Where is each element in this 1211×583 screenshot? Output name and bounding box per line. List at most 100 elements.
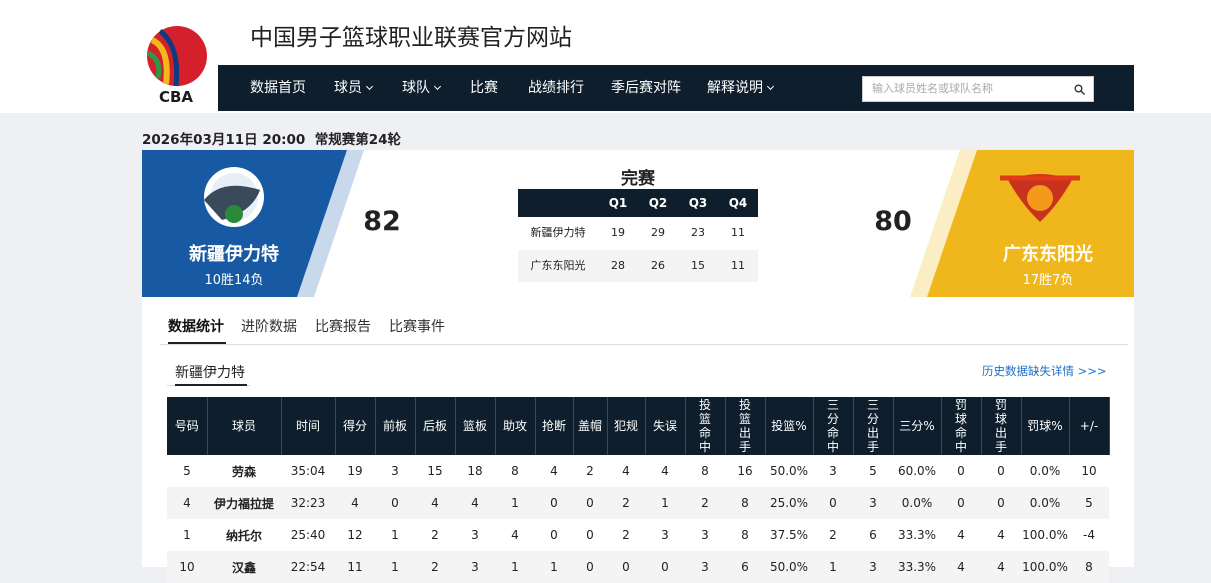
tab[interactable]: 进阶数据 [241, 319, 297, 335]
stat-cell: 0.0% [1021, 487, 1069, 519]
sub-tab[interactable]: 新疆伊力特 [175, 365, 245, 381]
stat-cell: 0 [957, 464, 965, 478]
column-header: 得分 [335, 397, 376, 455]
stat-cell: 8 [701, 464, 709, 478]
stat-cell: 3 [853, 487, 893, 519]
history-link[interactable]: 历史数据缺失详情 >>> [982, 364, 1107, 378]
nav-item[interactable]: 数据首页 [250, 65, 306, 111]
nav-item[interactable]: 球队 [402, 65, 442, 111]
stat-cell: 4 [550, 464, 558, 478]
column-header: 篮板 [455, 397, 496, 455]
stat-cell: 0 [573, 487, 607, 519]
stat-cell: 1 [645, 487, 685, 519]
stat-cell: 4 [511, 528, 519, 542]
stat-cell: 4 [997, 528, 1005, 542]
tab[interactable]: 比赛报告 [315, 319, 371, 335]
stat-cell: 8 [1069, 551, 1109, 583]
column-header: 三分% [893, 397, 942, 455]
dropdown-icon [433, 82, 442, 91]
column-header: 投篮% [765, 397, 814, 455]
round: 常规赛第24轮 [314, 132, 402, 148]
column-label: 篮板 [462, 419, 487, 433]
logo-text: CBA [159, 88, 193, 106]
stat-cell: 2 [586, 464, 594, 478]
column-header: 后板 [415, 397, 456, 455]
stat-cell: 11 [335, 551, 375, 583]
search-icon[interactable] [1074, 84, 1085, 95]
tab[interactable]: 比赛事件 [389, 319, 445, 335]
stat-cell: 0 [997, 464, 1005, 478]
stat-cell: 1 [495, 551, 535, 583]
nav-item[interactable]: 战绩排行 [528, 65, 584, 111]
tab[interactable]: 数据统计 [168, 319, 224, 335]
column-label: 后板 [422, 419, 447, 433]
search-placeholder: 输入球员姓名或球队名称 [872, 82, 993, 95]
stat-cell: 0 [941, 487, 981, 519]
date-time: 2026年03月11日 20:00 [142, 132, 306, 148]
panel-bg [142, 150, 1134, 297]
quarter-team: 新疆伊力特 [530, 226, 586, 239]
stat-cell: 3 [455, 551, 495, 583]
stat-cell: 50.0% [769, 464, 809, 478]
stat-cell: 0 [607, 551, 645, 583]
quarter-score: 11 [731, 259, 745, 272]
quarter-team: 广东东阳光 [530, 259, 586, 272]
stat-cell: 2 [685, 487, 725, 519]
column-header: 助攻 [495, 397, 536, 455]
quarter-header: Q3 [688, 196, 708, 210]
active-tab-underline [168, 342, 226, 344]
stat-cell: 0.0% [893, 487, 941, 519]
column-label: 失误 [652, 419, 677, 433]
column-label: 前板 [382, 419, 407, 433]
stat-cell: 0 [981, 487, 1021, 519]
nav-label: 球队 [402, 80, 430, 96]
column-label: 号码 [174, 419, 199, 433]
search-input[interactable]: 输入球员姓名或球队名称 [862, 76, 1094, 102]
table-body: 5 劳森 35:04 19 3 15 18 8 4 2 4 4 8 16 50.0% 3 5 60.0% 0 0 0.0… [167, 455, 1109, 583]
stat-cell: 2 [431, 528, 439, 542]
home-logo [204, 167, 264, 227]
stat-cell: 0 [813, 487, 853, 519]
site-title: 中国男子篮球职业联赛官方网站 [250, 25, 572, 51]
header-row: 号码 球员 时间 得分 前板 后板 篮板 助攻 抢断 盖帽 犯规 失误 投篮命中 投篮出手 投篮% 三分命中 三… [167, 397, 1110, 455]
stat-cell: 4 [957, 528, 965, 542]
stat-cell: 5 [183, 464, 191, 478]
nav-item[interactable]: 球员 [334, 65, 374, 111]
quarter-score: 26 [651, 259, 665, 272]
quarter-score: 23 [691, 226, 705, 239]
stat-cell: 25.0% [765, 487, 813, 519]
logo[interactable]: CBA [140, 18, 212, 108]
stat-cell: 6 [725, 551, 765, 583]
nav-item[interactable]: 比赛 [470, 65, 498, 111]
stat-cell: 3 [471, 528, 479, 542]
column-header: 犯规 [607, 397, 646, 455]
tab-divider [160, 344, 1128, 345]
stat-cell: 16 [737, 464, 753, 478]
nav-item[interactable]: 解释说明 [707, 65, 775, 111]
column-label: 投篮命中 [698, 398, 711, 454]
stat-cell: 8 [725, 487, 765, 519]
quarter-header: Q4 [728, 196, 748, 210]
stat-cell: 3 [685, 551, 725, 583]
quarter-score: 28 [611, 259, 625, 272]
nav-label: 季后赛对阵 [611, 80, 681, 96]
column-header: 抢断 [535, 397, 574, 455]
column-label: 投篮出手 [738, 398, 751, 454]
nav-bar: 数据首页 球员 球队 比赛 战绩排行 季后赛对阵 解释说明 [218, 65, 1134, 111]
stat-cell: 25:40 [290, 528, 326, 542]
nav-item[interactable]: 季后赛对阵 [611, 65, 681, 111]
stats-table: 号码 球员 时间 得分 前板 后板 篮板 助攻 抢断 盖帽 犯规 失误 投篮命中 投篮出手 投篮% 三分命中 三… [167, 397, 1110, 583]
sub-tab-underline [175, 384, 247, 386]
stat-cell: 5 [1069, 487, 1109, 519]
game-info: 2026年03月11日 20:00 常规赛第24轮 [142, 128, 401, 148]
column-label: 抢断 [541, 419, 566, 433]
stat-cell: 4 [622, 464, 630, 478]
player-row: 10 汉鑫 22:54 11 1 2 3 1 1 0 0 0 3 6 50.0% 1 3 33.3% 4 4 100.0… [167, 551, 1109, 583]
stat-cell: 35:04 [290, 464, 326, 478]
column-label: +/- [1079, 419, 1099, 433]
stat-cell: 100.0% [1022, 528, 1068, 542]
player-name: 纳托尔 [225, 528, 262, 543]
column-header: 时间 [281, 397, 336, 455]
stat-cell: 1 [391, 528, 399, 542]
